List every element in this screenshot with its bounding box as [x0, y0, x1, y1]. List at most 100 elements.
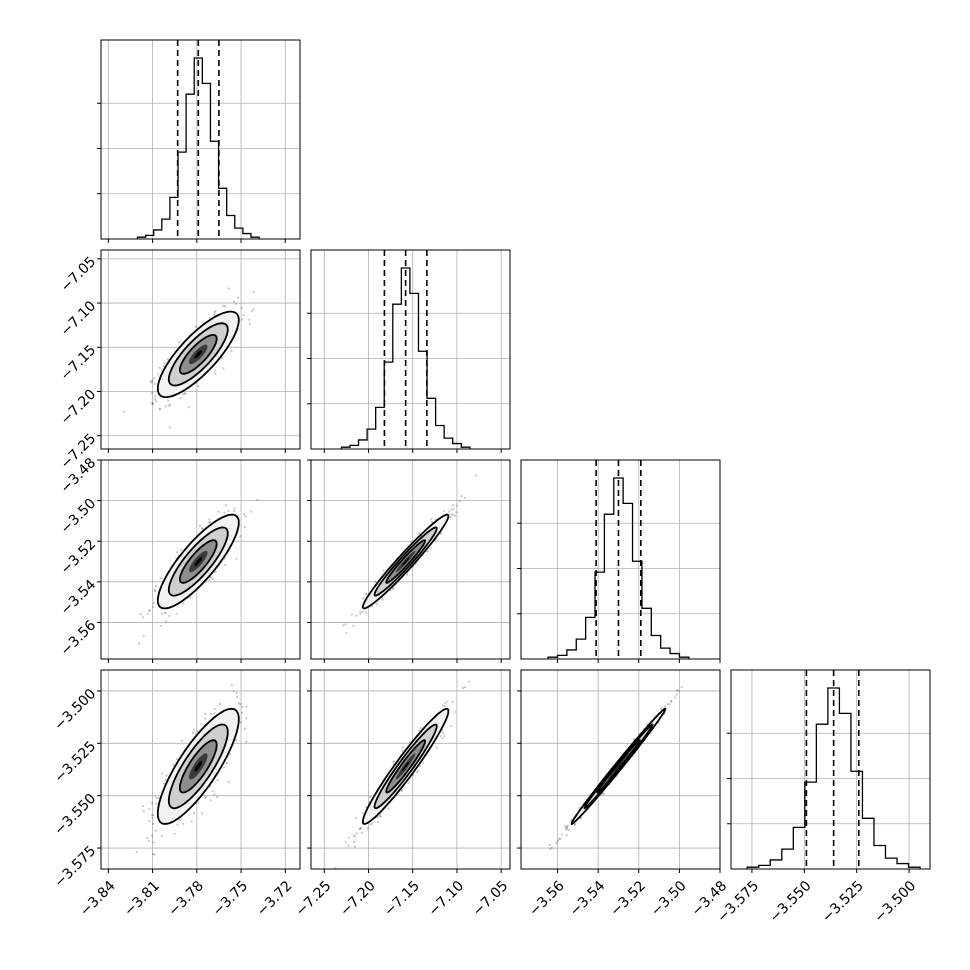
y-tick-label-1-2: −7.15	[58, 342, 100, 384]
sample-point	[201, 527, 204, 530]
sample-point	[675, 689, 678, 692]
sample-point	[342, 624, 345, 627]
scatter-3-2	[548, 686, 683, 850]
x-tick-label-3-1: −3.550	[767, 878, 815, 926]
sample-point	[182, 602, 185, 605]
sample-point	[209, 576, 213, 579]
sample-point	[565, 828, 568, 831]
sample-point	[164, 611, 168, 615]
sample-point	[417, 531, 421, 534]
sample-point	[155, 585, 158, 588]
sample-point	[141, 804, 145, 808]
sample-point	[162, 364, 165, 368]
sample-point	[225, 761, 229, 765]
sample-point	[345, 631, 348, 635]
sample-point	[159, 624, 162, 627]
sample-point	[151, 816, 154, 820]
sample-point	[172, 763, 175, 767]
sample-point	[458, 500, 461, 503]
sample-point	[176, 823, 179, 826]
sample-point	[180, 739, 183, 742]
y-tick-label-2-3: −3.50	[58, 496, 100, 538]
sample-point	[580, 816, 583, 820]
sample-point	[211, 790, 214, 793]
sample-point	[355, 817, 358, 820]
sample-point	[216, 795, 219, 799]
y-tick-label-3-1: −3.550	[51, 791, 99, 839]
sample-point	[355, 832, 358, 835]
sample-point	[152, 602, 155, 605]
sample-point	[152, 814, 155, 817]
sample-point	[152, 841, 155, 844]
sample-point	[204, 717, 207, 720]
sample-point	[211, 578, 214, 581]
sample-point	[197, 385, 200, 388]
sample-point	[444, 701, 447, 705]
sample-point	[382, 569, 385, 572]
sample-point	[660, 707, 663, 710]
sample-point	[122, 410, 125, 413]
sample-point	[430, 517, 433, 521]
sample-point	[217, 510, 220, 513]
sample-point	[173, 832, 176, 835]
sample-point	[443, 735, 446, 738]
sample-point	[163, 362, 166, 365]
sample-point	[200, 723, 203, 726]
sample-point	[224, 504, 228, 507]
sample-point	[191, 731, 194, 734]
sample-point	[355, 614, 358, 617]
sample-point	[378, 814, 382, 817]
sample-point	[241, 705, 244, 709]
y-tick-label-3-2: −3.525	[51, 738, 99, 786]
sample-point	[564, 827, 568, 830]
sample-point	[192, 728, 195, 731]
y-tick-label-2-1: −3.54	[58, 577, 100, 619]
sample-point	[344, 840, 347, 843]
sample-point	[441, 731, 444, 734]
panel-frame	[310, 669, 511, 870]
sample-point	[453, 514, 457, 517]
y-tick-label-1-1: −7.20	[58, 386, 100, 428]
sample-point	[150, 391, 154, 395]
sample-point	[232, 690, 235, 693]
sample-point	[194, 325, 198, 328]
sample-point	[178, 819, 181, 822]
sample-point	[154, 395, 157, 398]
sample-point	[439, 735, 442, 738]
sample-point	[151, 852, 155, 856]
sample-point	[252, 308, 255, 311]
sample-point	[352, 624, 355, 628]
sample-point	[250, 510, 253, 513]
sample-point	[203, 796, 207, 799]
sample-point	[213, 311, 216, 314]
panel-frame	[100, 39, 301, 240]
sample-point	[443, 509, 446, 513]
sample-point	[157, 796, 160, 799]
sample-point	[359, 612, 362, 616]
sample-point	[375, 602, 378, 606]
sample-point	[147, 609, 151, 612]
sample-point	[645, 723, 649, 726]
sample-point	[240, 306, 243, 310]
panel-frame	[100, 249, 301, 450]
sample-point	[240, 711, 244, 714]
sample-point	[166, 358, 169, 361]
sample-point	[550, 846, 554, 849]
sample-point	[566, 825, 569, 828]
x-tick-label-2-2: −3.52	[607, 878, 649, 920]
sample-point	[419, 726, 422, 730]
panel-3-2	[517, 669, 721, 873]
y-tick-label-2-2: −3.52	[58, 536, 100, 578]
sample-point	[366, 827, 369, 830]
sample-point	[239, 535, 242, 538]
sample-point	[152, 402, 155, 405]
sample-point	[369, 823, 372, 826]
sample-point	[152, 605, 155, 608]
sample-point	[669, 700, 673, 703]
sample-point	[175, 612, 178, 615]
panel-frame	[310, 459, 511, 660]
sample-point	[447, 510, 451, 513]
sample-point	[168, 426, 171, 429]
panel-frame	[310, 249, 511, 450]
sample-point	[168, 404, 171, 407]
